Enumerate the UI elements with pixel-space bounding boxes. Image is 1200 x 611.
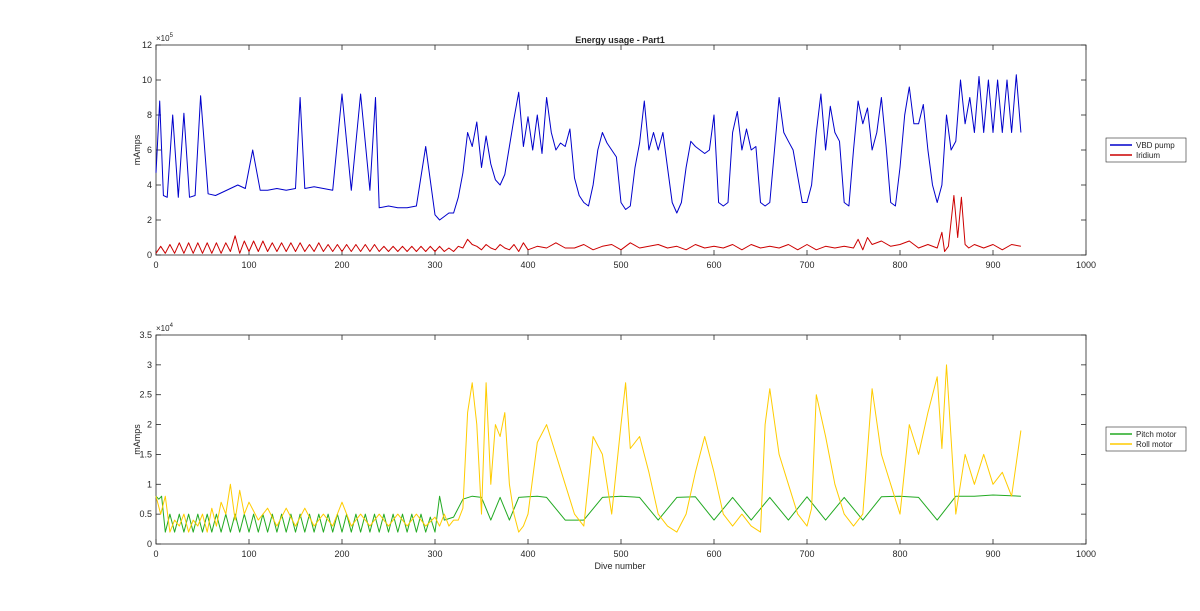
top-x-tick-label: 500: [613, 260, 628, 270]
bottom-y-exponent-label: ×104: [156, 323, 174, 333]
bottom-x-tick-label: 300: [427, 549, 442, 559]
top-y-tick-label: 2: [147, 215, 152, 225]
bottom-legend-entry: Pitch motor: [1136, 430, 1177, 439]
bottom-y-tick-label: 2: [147, 420, 152, 430]
top-x-tick-label: 800: [892, 260, 907, 270]
top-x-tick-label: 200: [334, 260, 349, 270]
bottom-x-tick-label: 0: [153, 549, 158, 559]
bottom-x-tick-label: 800: [892, 549, 907, 559]
bottom-x-tick-label: 900: [985, 549, 1000, 559]
top-legend-entry: Iridium: [1136, 151, 1160, 160]
bottom-x-tick-label: 200: [334, 549, 349, 559]
bottom-y-tick-label: 1.5: [139, 449, 152, 459]
top-chart-title: Energy usage - Part1: [575, 35, 665, 45]
bottom-y-tick-label: 0.5: [139, 509, 152, 519]
bottom-x-tick-label: 500: [613, 549, 628, 559]
top-y-tick-label: 12: [142, 40, 152, 50]
bottom-legend-box: [1105, 426, 1187, 452]
top-x-tick-label: 700: [799, 260, 814, 270]
bottom-axes-box: [155, 334, 1087, 545]
top-x-tick-label: 0: [153, 260, 158, 270]
bottom-x-tick-label: 400: [520, 549, 535, 559]
top-axes-box: [155, 44, 1087, 256]
top-series-line-vbd-pump: [155, 74, 1022, 221]
top-y-tick-label: 4: [147, 180, 152, 190]
bottom-chart-xlabel: Dive number: [594, 561, 645, 571]
bottom-y-tick-label: 3: [147, 360, 152, 370]
bottom-y-tick-label: 1: [147, 479, 152, 489]
top-series-line-iridium: [155, 195, 1021, 254]
top-x-tick-label: 100: [241, 260, 256, 270]
bottom-y-tick-label: 0: [147, 539, 152, 549]
top-x-tick-label: 400: [520, 260, 535, 270]
top-legend-entry: VBD pump: [1136, 141, 1175, 150]
bottom-x-tick-label: 700: [799, 549, 814, 559]
top-y-tick-label: 6: [147, 145, 152, 155]
bottom-x-tick-label: 600: [706, 549, 721, 559]
bottom-y-tick-label: 3.5: [139, 330, 152, 340]
top-y-tick-label: 0: [147, 250, 152, 260]
top-x-tick-label: 300: [427, 260, 442, 270]
bottom-series-line-roll-motor: [155, 364, 1022, 533]
top-legend-box: [1105, 137, 1187, 163]
bottom-x-tick-label: 100: [241, 549, 256, 559]
bottom-y-axis-label: mAmps: [132, 424, 142, 455]
top-y-exponent-label: ×105: [156, 33, 174, 43]
bottom-y-tick-label: 2.5: [139, 390, 152, 400]
top-x-tick-label: 600: [706, 260, 721, 270]
bottom-series-line-pitch-motor: [155, 494, 1021, 533]
top-x-tick-label: 900: [985, 260, 1000, 270]
bottom-x-tick-label: 1000: [1076, 549, 1096, 559]
bottom-legend-entry: Roll motor: [1136, 440, 1173, 449]
top-y-tick-label: 10: [142, 75, 152, 85]
top-y-axis-label: mAmps: [132, 134, 142, 165]
top-x-tick-label: 1000: [1076, 260, 1096, 270]
top-y-tick-label: 8: [147, 110, 152, 120]
